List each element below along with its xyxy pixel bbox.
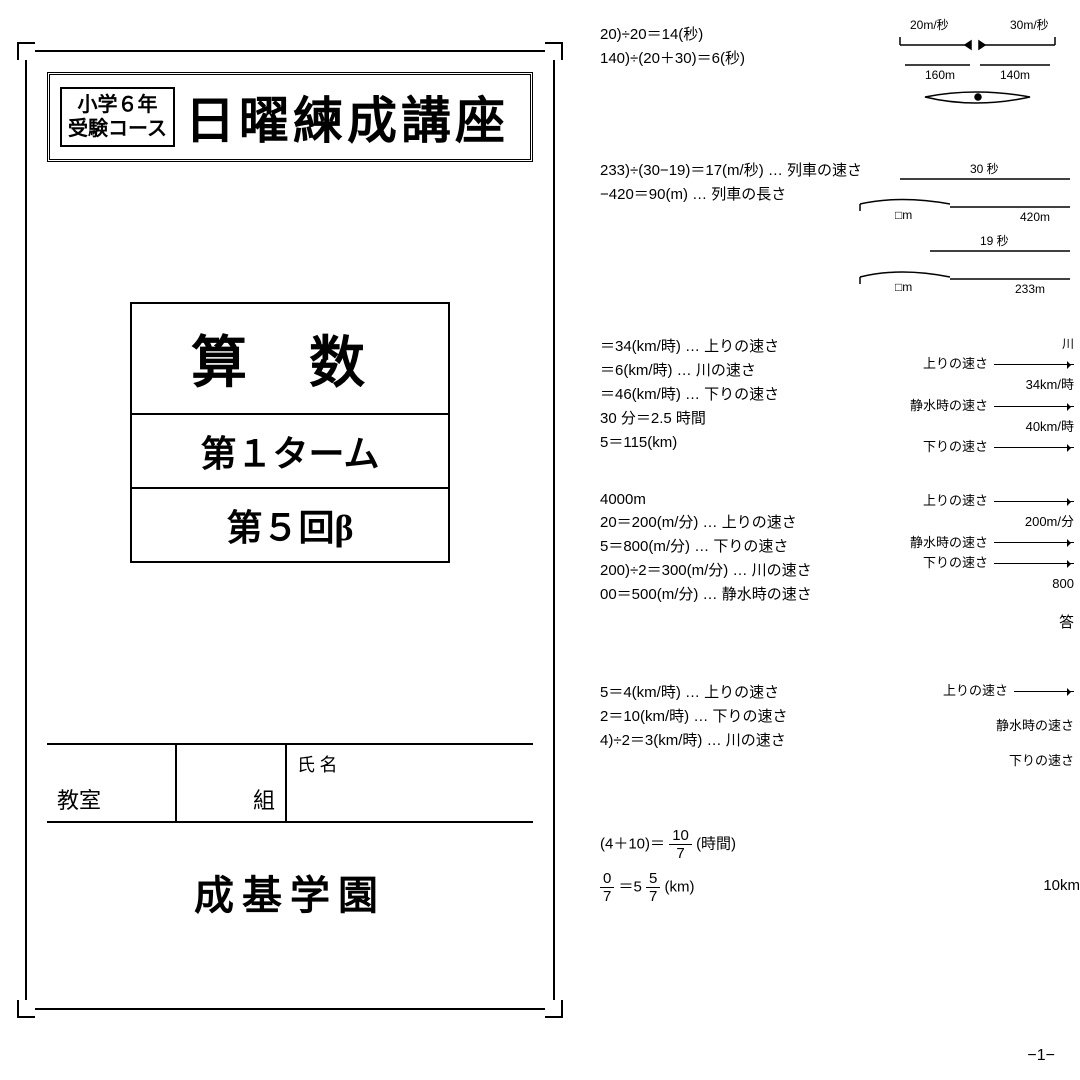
arrow-icon: [994, 542, 1074, 543]
length-label: 160m: [925, 68, 955, 82]
solution-block-4: 4000m 20＝200(m/分) … 上りの速さ 5＝800(m/分) … 下…: [600, 491, 1080, 641]
down-label: 下りの速さ: [923, 553, 988, 574]
down-label: 下りの速さ: [1009, 751, 1074, 772]
session-label: 第５回β: [132, 489, 448, 561]
corner-ornament: [545, 42, 563, 60]
solution-block-6: (4＋10)＝ 107 (時間) 07 ＝5 57 (km) 10km: [600, 827, 1080, 927]
title-banner: 小学６年 受験コース 日曜練成講座: [47, 72, 533, 162]
numerator: 0: [600, 870, 614, 888]
subject-name: 算 数: [132, 304, 448, 415]
still-value: 40km/時: [1026, 417, 1074, 438]
course-line1: 小学６年: [68, 93, 167, 117]
subject-box: 算 数 第１ターム 第５回β: [130, 302, 450, 563]
eq-line: 07 ＝5 57 (km): [600, 870, 1080, 905]
still-label: 静水時の速さ: [910, 533, 988, 554]
up-label: 上りの速さ: [923, 491, 988, 512]
still-label: 静水時の速さ: [910, 396, 988, 417]
name-cell: 氏 名: [287, 745, 533, 821]
course-title: 日曜練成講座: [185, 81, 509, 153]
solution-block-1: 20)÷20＝14(秒) 140)÷(20＋30)＝6(秒) 20m/秒 30m…: [600, 23, 1080, 133]
term-label: 第１ターム: [132, 415, 448, 489]
answer-page: 20)÷20＝14(秒) 140)÷(20＋30)＝6(秒) 20m/秒 30m…: [590, 0, 1080, 1080]
page-number: −1−: [1027, 1047, 1055, 1065]
time-label: 19 秒: [980, 234, 1009, 248]
denominator: 7: [603, 888, 611, 905]
numerator: 10: [669, 827, 692, 845]
diagram-river-speed: 上りの速さ 静水時の速さ 下りの速さ: [880, 681, 1080, 771]
corner-ornament: [545, 1000, 563, 1018]
speed-label: 20m/秒: [910, 18, 949, 32]
eq-part: (時間): [696, 835, 736, 852]
speed-value: 10km: [1043, 877, 1080, 894]
corner-ornament: [17, 1000, 35, 1018]
arrow-icon: [994, 447, 1074, 448]
arrow-icon: [994, 563, 1074, 564]
arrow-icon: [994, 364, 1074, 365]
arrow-icon: [1014, 691, 1074, 692]
up-value: 34km/時: [1026, 375, 1074, 396]
down-value: 800: [1052, 574, 1074, 595]
diagram-train-length: 30 秒 □m 420m 19 秒 □m 233m: [840, 159, 1080, 309]
numerator: 5: [646, 870, 660, 888]
cover-page: 小学６年 受験コース 日曜練成講座 算 数 第１ターム 第５回β 教室 組 氏 …: [0, 0, 590, 1080]
group-cell: 組: [177, 745, 287, 821]
up-label: 上りの速さ: [943, 681, 1008, 702]
school-name: 成基学園: [47, 863, 533, 921]
solution-block-3: ＝34(km/時) … 上りの速さ ＝6(km/時) … 川の速さ ＝46(km…: [600, 335, 1080, 465]
arrow-icon: [994, 406, 1074, 407]
up-value: 200m/分: [1025, 512, 1074, 533]
classroom-cell: 教室: [47, 745, 177, 821]
solution-block-5: 5＝4(km/時) … 上りの速さ 2＝10(km/時) … 下りの速さ 4)÷…: [600, 681, 1080, 801]
box-label: □m: [895, 280, 912, 294]
eq-part: ＝5: [619, 878, 642, 895]
diagram-river-speed: 上りの速さ 200m/分 静水時の速さ 下りの速さ 800 答: [850, 491, 1080, 635]
cover-frame: 小学６年 受験コース 日曜練成講座 算 数 第１ターム 第５回β 教室 組 氏 …: [25, 50, 555, 1010]
fraction: 57: [646, 870, 660, 905]
eq-part: (4＋10)＝: [600, 835, 665, 852]
box-label: □m: [895, 208, 912, 222]
denominator: 7: [649, 888, 657, 905]
fraction: 07: [600, 870, 614, 905]
arrow-icon: [994, 501, 1074, 502]
length-label: 140m: [1000, 68, 1030, 82]
answer-label: 答: [850, 611, 1074, 635]
eq-part: (km): [665, 878, 695, 895]
down-label: 下りの速さ: [923, 437, 988, 458]
length-label: 233m: [1015, 282, 1045, 296]
denominator: 7: [676, 845, 684, 862]
solution-block-2: 233)÷(30−19)＝17(m/秒) … 列車の速さ −420＝90(m) …: [600, 159, 1080, 309]
student-info-box: 教室 組 氏 名: [47, 743, 533, 823]
course-line2: 受験コース: [68, 117, 167, 141]
time-label: 30 秒: [970, 162, 999, 176]
group-label: 組: [253, 783, 275, 815]
river-label: 川: [850, 335, 1074, 354]
name-label: 氏 名: [297, 751, 338, 777]
speed-label: 30m/秒: [1010, 18, 1049, 32]
course-badge: 小学６年 受験コース: [60, 87, 175, 147]
eq-line: (4＋10)＝ 107 (時間): [600, 827, 1080, 862]
corner-ornament: [17, 42, 35, 60]
length-label: 420m: [1020, 210, 1050, 224]
classroom-label: 教室: [57, 783, 101, 815]
still-label: 静水時の速さ: [996, 716, 1074, 737]
diagram-river-speed: 川 上りの速さ 34km/時 静水時の速さ 40km/時 下りの速さ: [850, 335, 1080, 458]
up-label: 上りの速さ: [923, 354, 988, 375]
diagram-trains-meeting: 20m/秒 30m/秒 160m 140m: [870, 17, 1080, 127]
fraction: 107: [669, 827, 692, 862]
